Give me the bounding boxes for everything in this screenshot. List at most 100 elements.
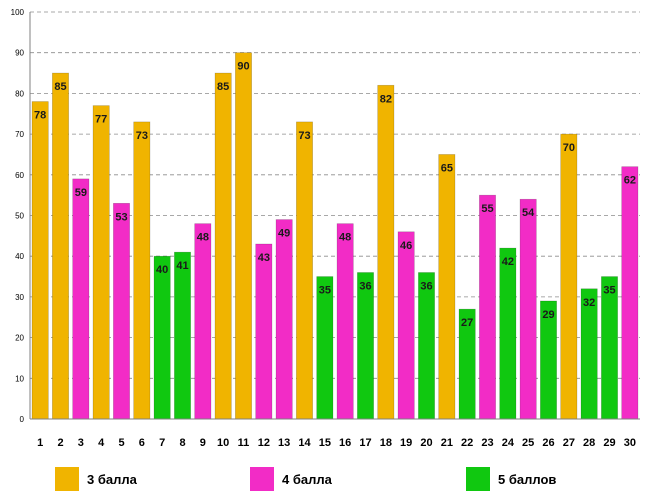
data-label: 27 <box>461 317 473 329</box>
data-label: 62 <box>624 175 636 187</box>
legend-label-5: 5 баллов <box>498 472 556 487</box>
bar <box>235 52 252 420</box>
x-tick-label: 1 <box>37 437 43 449</box>
y-tick-label: 90 <box>15 49 24 58</box>
x-tick-label: 17 <box>359 437 371 449</box>
x-axis-labels: 1 2 3 4 5 6 7 8 9 10 11 12 13 14 15 16 17 18 19 20 21 22 23 24 2… <box>37 437 636 449</box>
data-label: 73 <box>298 130 310 142</box>
data-label: 40 <box>156 264 168 276</box>
data-label: 85 <box>54 81 66 93</box>
bar <box>336 223 354 420</box>
legend-swatch-3 <box>55 467 79 491</box>
bar <box>397 231 415 420</box>
bar <box>479 194 496 420</box>
bar <box>296 121 313 420</box>
y-tick-label: 60 <box>15 171 24 180</box>
axes <box>29 12 640 420</box>
data-label: 32 <box>583 297 595 309</box>
bar <box>31 101 49 420</box>
x-tick-label: 2 <box>57 437 63 449</box>
x-tick-label: 18 <box>380 437 392 449</box>
x-tick-label: 15 <box>319 437 331 449</box>
data-label: 55 <box>481 203 493 215</box>
bar <box>255 243 273 420</box>
x-tick-label: 6 <box>139 437 145 449</box>
bar <box>621 166 639 420</box>
bars <box>31 52 639 420</box>
y-tick-label: 40 <box>15 252 24 261</box>
bar <box>418 272 435 420</box>
data-label: 36 <box>359 280 371 292</box>
bar <box>357 272 374 420</box>
data-label: 53 <box>115 211 127 223</box>
data-label: 73 <box>136 130 148 142</box>
data-label: 65 <box>441 162 453 174</box>
data-label: 59 <box>75 187 87 199</box>
x-tick-label: 3 <box>78 437 84 449</box>
data-label: 48 <box>339 232 351 244</box>
y-tick-label: 80 <box>15 89 24 98</box>
data-label: 78 <box>34 110 46 122</box>
bar <box>438 154 456 420</box>
x-tick-label: 13 <box>278 437 290 449</box>
data-label: 48 <box>197 232 209 244</box>
bar <box>153 255 171 420</box>
x-tick-label: 19 <box>400 437 412 449</box>
data-label: 82 <box>380 93 392 105</box>
data-label: 29 <box>542 309 554 321</box>
y-tick-label: 20 <box>15 334 24 343</box>
legend-item-5: 5 баллов <box>466 467 556 491</box>
x-tick-label: 21 <box>441 437 453 449</box>
y-tick-label: 10 <box>15 374 24 383</box>
bar <box>133 121 151 420</box>
data-label: 85 <box>217 81 229 93</box>
data-label: 49 <box>278 228 290 240</box>
data-label: 41 <box>176 260 188 272</box>
x-tick-label: 14 <box>298 437 311 449</box>
x-tick-label: 16 <box>339 437 351 449</box>
x-tick-label: 26 <box>542 437 554 449</box>
bar <box>194 223 212 420</box>
bar <box>519 198 537 420</box>
y-tick-label: 0 <box>20 415 25 424</box>
x-tick-label: 29 <box>603 437 615 449</box>
bar <box>377 84 395 420</box>
y-tick-label: 100 <box>11 8 25 17</box>
data-label: 35 <box>603 285 615 297</box>
legend: 3 балла 4 балла 5 баллов <box>55 467 556 491</box>
bar <box>275 219 293 420</box>
bar <box>52 72 69 420</box>
data-label: 70 <box>563 142 575 154</box>
x-tick-label: 25 <box>522 437 534 449</box>
legend-swatch-4 <box>250 467 274 491</box>
data-label: 46 <box>400 240 412 252</box>
bar <box>499 247 517 420</box>
x-tick-label: 4 <box>98 437 105 449</box>
x-tick-label: 28 <box>583 437 595 449</box>
data-label: 43 <box>258 252 270 264</box>
y-axis-ticks: 0 10 20 30 40 50 60 70 80 90 100 <box>11 8 25 424</box>
x-tick-label: 10 <box>217 437 229 449</box>
x-tick-label: 7 <box>159 437 165 449</box>
data-label: 35 <box>319 285 331 297</box>
legend-label-3: 3 балла <box>87 472 138 487</box>
x-tick-label: 30 <box>624 437 636 449</box>
y-tick-label: 30 <box>15 293 24 302</box>
y-tick-label: 50 <box>15 212 24 221</box>
bar <box>316 276 334 420</box>
x-tick-label: 20 <box>420 437 432 449</box>
x-tick-label: 22 <box>461 437 473 449</box>
legend-label-4: 4 балла <box>282 472 333 487</box>
bar <box>601 276 618 420</box>
y-tick-label: 70 <box>15 130 24 139</box>
legend-item-4: 4 балла <box>250 467 333 491</box>
data-label: 77 <box>95 114 107 126</box>
data-label: 42 <box>502 256 514 268</box>
x-tick-label: 24 <box>502 437 515 449</box>
data-label: 54 <box>522 207 535 219</box>
data-label: 90 <box>237 61 249 73</box>
bar <box>214 72 232 420</box>
bar <box>560 133 578 420</box>
bar <box>72 178 90 420</box>
